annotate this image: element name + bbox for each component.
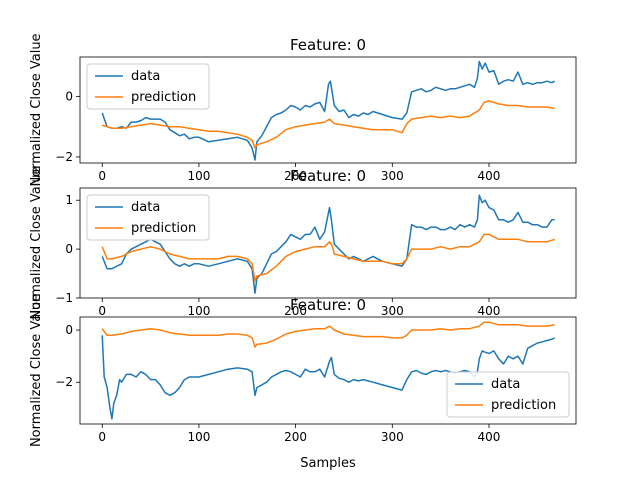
legend-label-data: data <box>491 377 520 392</box>
x-axis-label: Samples <box>300 456 356 471</box>
y-tick-label: −2 <box>55 150 73 164</box>
series-line-data <box>101 335 556 420</box>
y-axis-label: Normalized Close Value <box>29 33 44 186</box>
plot-area <box>101 60 556 161</box>
x-tick-label: 0 <box>98 430 106 444</box>
x-tick-label: 200 <box>284 304 307 318</box>
series-line-data <box>101 60 556 161</box>
plot-area <box>101 321 556 420</box>
x-tick-label: 300 <box>381 430 404 444</box>
x-tick-label: 400 <box>478 430 501 444</box>
y-tick-label: 0 <box>65 242 73 256</box>
y-tick-label: 0 <box>65 89 73 103</box>
x-tick-label: 300 <box>381 304 404 318</box>
series-line-prediction <box>101 321 555 348</box>
legend-label-data: data <box>131 69 160 84</box>
axes-frame <box>79 187 577 299</box>
legend-label-prediction: prediction <box>491 398 556 413</box>
axes-frame <box>79 56 577 164</box>
axes-frame <box>79 316 577 425</box>
legend-label-prediction: prediction <box>131 90 196 105</box>
x-tick-label: 100 <box>187 430 210 444</box>
legend: data prediction <box>86 63 210 110</box>
legend-label-prediction: prediction <box>131 221 196 236</box>
y-axis-label: Normalized Close Value <box>29 294 44 447</box>
series-line-prediction <box>101 100 555 149</box>
y-tick-label: 1 <box>65 193 73 207</box>
x-tick-label: 100 <box>187 304 210 318</box>
chart-title: Feature: 0 <box>290 296 366 314</box>
x-tick-label: 300 <box>381 169 404 183</box>
series-line-data <box>101 194 555 294</box>
x-tick-label: 0 <box>98 169 106 183</box>
legend: data prediction <box>446 371 570 418</box>
x-tick-label: 200 <box>284 169 307 183</box>
y-tick-label: −1 <box>55 291 73 305</box>
x-tick-label: 400 <box>478 169 501 183</box>
x-tick-label: 0 <box>98 304 106 318</box>
chart-panel-1: Feature: 0 Normalized Close Value 0 100 200 3… <box>29 33 577 187</box>
y-tick-label: −2 <box>55 375 73 389</box>
chart-panel-3: Feature: 0 Normalized Close Value 0 100 200 3… <box>29 294 577 447</box>
legend: data prediction <box>86 194 210 241</box>
chart-title: Feature: 0 <box>290 167 366 185</box>
chart-title: Feature: 0 <box>290 36 366 54</box>
y-axis-label: Normalized Close Value <box>29 166 44 319</box>
x-tick-label: 200 <box>284 430 307 444</box>
x-tick-label: 100 <box>187 169 210 183</box>
plot-area <box>101 194 555 294</box>
y-tick-label: 0 <box>65 323 73 337</box>
legend-label-data: data <box>131 200 160 215</box>
series-line-prediction <box>101 233 555 282</box>
x-tick-label: 400 <box>478 304 501 318</box>
